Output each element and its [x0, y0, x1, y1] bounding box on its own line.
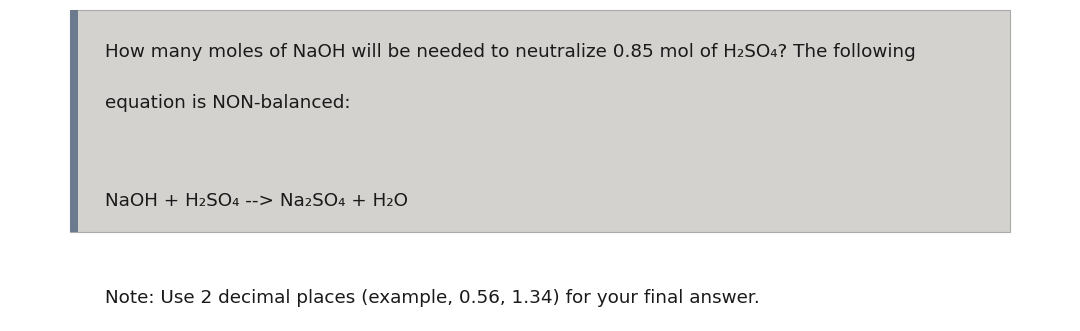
Text: equation is NON-balanced:: equation is NON-balanced: — [105, 94, 350, 112]
Bar — [70, 10, 78, 232]
Bar — [70, 10, 1010, 232]
Text: NaOH + H₂SO₄ --> Na₂SO₄ + H₂O: NaOH + H₂SO₄ --> Na₂SO₄ + H₂O — [105, 192, 408, 210]
Text: Note: Use 2 decimal places (example, 0.56, 1.34) for your final answer.: Note: Use 2 decimal places (example, 0.5… — [105, 289, 759, 307]
Text: How many moles of NaOH will be needed to neutralize 0.85 mol of H₂SO₄? The follo: How many moles of NaOH will be needed to… — [105, 43, 916, 61]
